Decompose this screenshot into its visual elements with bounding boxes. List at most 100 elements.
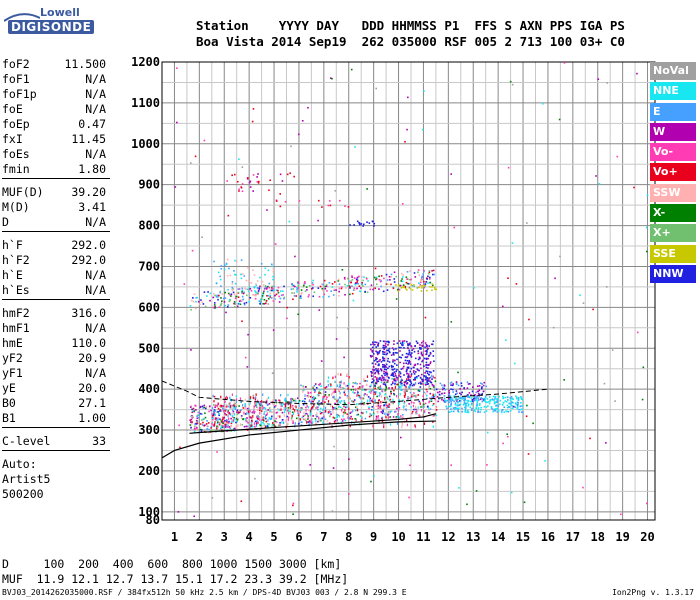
echo-point <box>344 283 346 286</box>
echo-point <box>417 406 419 410</box>
echo-point <box>386 373 389 375</box>
echo-point <box>397 409 399 412</box>
echo-point <box>484 398 486 401</box>
echo-point <box>337 398 339 402</box>
echo-point <box>230 295 232 297</box>
echo-point <box>356 408 359 412</box>
echo-point <box>209 292 212 295</box>
echo-point <box>242 418 244 421</box>
echo-point <box>340 373 342 376</box>
echo-point <box>424 346 426 348</box>
echo-point <box>461 398 464 400</box>
echo-point <box>409 391 412 394</box>
echo-point <box>427 357 429 360</box>
echo-point <box>485 385 488 388</box>
echo-point <box>262 422 264 424</box>
echo-point <box>334 375 337 379</box>
echo-point <box>275 293 278 296</box>
echo-point <box>520 411 523 413</box>
echo-point <box>400 378 402 382</box>
echo-point <box>313 398 316 401</box>
echo-point <box>341 407 344 410</box>
echo-point <box>359 386 362 388</box>
x-tick-label: 11 <box>416 530 430 544</box>
echo-point <box>319 388 322 391</box>
echo-point <box>496 397 498 400</box>
echo-point <box>247 290 250 293</box>
echo-point <box>339 199 341 202</box>
echo-point <box>312 387 314 389</box>
noise-point <box>252 394 255 397</box>
echo-point <box>354 382 356 385</box>
param-value: N/A <box>85 268 106 282</box>
echo-point <box>428 385 430 389</box>
echo-point <box>322 415 324 419</box>
echo-point <box>204 412 206 415</box>
echo-point <box>267 396 270 400</box>
echo-point <box>236 305 239 308</box>
noise-point <box>179 446 181 449</box>
echo-point <box>430 343 433 346</box>
echo-point <box>394 410 396 413</box>
noise-point <box>457 371 459 374</box>
echo-point <box>212 414 215 417</box>
echo-point <box>322 283 324 286</box>
echo-point <box>421 414 424 417</box>
echo-point <box>262 416 265 419</box>
echo-point <box>515 395 517 397</box>
echo-point <box>384 388 387 391</box>
noise-point <box>646 194 649 197</box>
echo-point <box>429 361 432 363</box>
echo-point <box>352 388 355 391</box>
echo-point <box>393 278 396 280</box>
echo-point <box>291 284 294 286</box>
echo-point <box>404 381 407 383</box>
echo-point <box>384 398 386 401</box>
echo-point <box>400 272 403 275</box>
echo-point <box>389 398 392 401</box>
echo-point <box>259 404 262 407</box>
echo-point <box>268 286 271 289</box>
echo-point <box>425 277 428 280</box>
echo-point <box>285 402 287 405</box>
echo-point <box>428 363 430 366</box>
echo-point <box>374 287 376 290</box>
echo-point <box>392 365 394 368</box>
echo-point <box>429 281 431 284</box>
echo-point <box>464 397 466 399</box>
echo-point <box>196 420 199 423</box>
echo-point <box>426 345 428 348</box>
echo-point <box>235 425 237 428</box>
echo-point <box>326 396 328 399</box>
echo-point <box>227 292 230 295</box>
echo-point <box>264 285 267 287</box>
echo-point <box>468 392 471 394</box>
echo-point <box>287 407 290 409</box>
echo-point <box>220 302 223 305</box>
echo-point <box>383 407 385 410</box>
echo-point <box>219 291 221 294</box>
echo-point <box>507 399 509 401</box>
echo-point <box>197 411 200 414</box>
echo-point <box>276 411 279 414</box>
echo-point <box>249 186 252 188</box>
echo-point <box>420 341 423 344</box>
noise-point <box>334 402 336 405</box>
echo-point <box>223 414 226 416</box>
echo-point <box>414 425 417 429</box>
echo-point <box>232 419 235 422</box>
echo-point <box>269 417 271 421</box>
echo-point <box>361 275 363 278</box>
echo-point <box>423 410 426 413</box>
echo-point <box>322 421 324 424</box>
noise-point <box>320 407 322 410</box>
plot-frame <box>161 61 656 521</box>
echo-point <box>303 400 306 403</box>
echo-point <box>405 356 408 359</box>
echo-point <box>284 408 286 412</box>
echo-point <box>219 275 221 278</box>
echo-point <box>302 399 305 402</box>
echo-point <box>429 392 432 395</box>
echo-point <box>271 423 273 427</box>
echo-point <box>433 376 436 379</box>
